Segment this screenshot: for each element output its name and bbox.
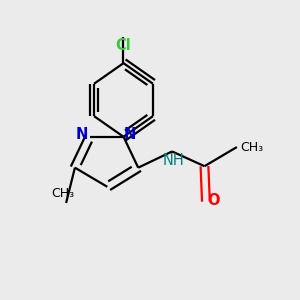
Text: O: O <box>207 193 220 208</box>
Text: NH: NH <box>163 153 184 168</box>
Text: CH₃: CH₃ <box>52 187 75 200</box>
Text: CH₃: CH₃ <box>240 141 263 154</box>
Text: N: N <box>76 127 88 142</box>
Text: N: N <box>123 127 136 142</box>
Text: Cl: Cl <box>116 38 131 53</box>
